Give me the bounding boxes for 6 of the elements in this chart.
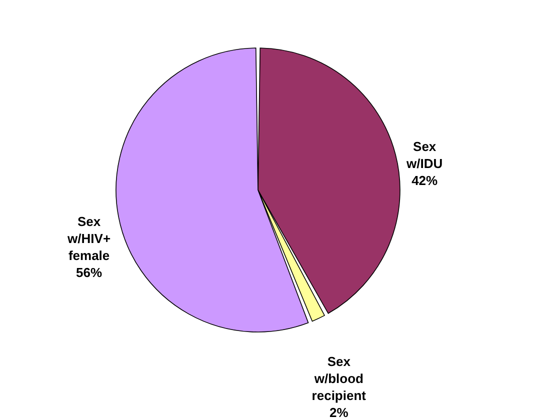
slice-label: Sex w/HIV+ female <box>66 214 111 264</box>
data-label: 42% <box>412 173 438 188</box>
slice-label: Sex w/IDU <box>406 139 443 172</box>
slice-label: Sex w/blood recipient <box>312 354 367 403</box>
data-label: 56% <box>76 265 102 280</box>
data-label: 2% <box>330 404 349 419</box>
